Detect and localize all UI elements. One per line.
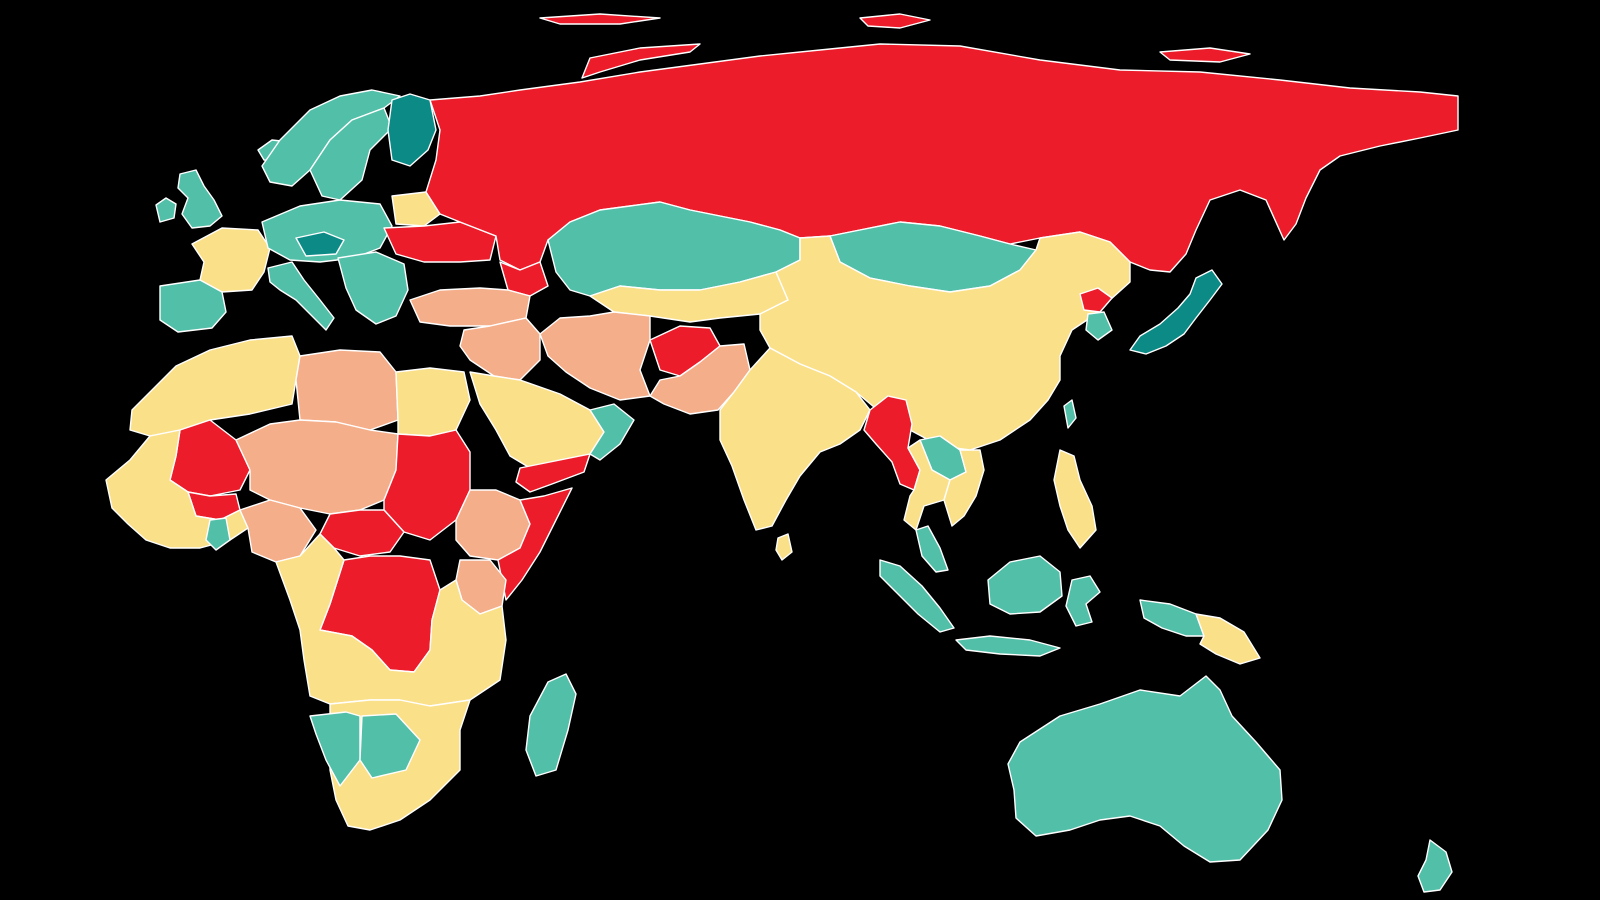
region-india[interactable] [719,347,871,531]
region-france[interactable] [191,227,271,293]
region-botswana[interactable] [359,713,421,779]
region-belarus[interactable] [391,191,441,227]
region-arctic-islands-3[interactable] [1159,47,1251,63]
region-papua-new-guinea[interactable] [1195,613,1261,665]
region-sumatra[interactable] [879,559,955,633]
region-yemen[interactable] [515,453,591,493]
region-new-guinea-west[interactable] [1139,599,1205,637]
region-austria[interactable] [295,231,345,257]
arctic-islands [539,13,1251,79]
region-thailand[interactable] [903,439,951,531]
region-balkans[interactable] [337,251,409,325]
region-taiwan[interactable] [1063,399,1077,429]
region-namibia[interactable] [309,711,361,787]
region-sweden[interactable] [309,107,393,201]
region-australia[interactable] [1007,675,1283,863]
region-ireland[interactable] [155,197,177,223]
region-java[interactable] [955,635,1061,657]
region-malaysia[interactable] [915,525,949,573]
region-somalia[interactable] [497,487,573,601]
region-vietnam[interactable] [943,449,985,527]
region-ukraine[interactable] [383,221,497,263]
region-arctic-islands-1[interactable] [581,43,701,79]
region-iberia[interactable] [159,279,227,333]
region-philippines[interactable] [1053,449,1097,549]
region-north-africa[interactable] [129,335,301,437]
region-borneo[interactable] [987,555,1063,615]
region-east-africa[interactable] [275,533,507,707]
region-west-africa[interactable] [105,429,249,549]
region-south-korea[interactable] [1085,311,1113,341]
region-arctic-islands-2[interactable] [859,13,931,29]
region-north-korea[interactable] [1079,287,1113,313]
region-pakistan[interactable] [649,343,751,415]
region-libya[interactable] [295,349,399,431]
region-japan[interactable] [1129,269,1223,355]
region-sudan[interactable] [383,429,471,541]
region-united-kingdom[interactable] [177,169,223,229]
region-finland[interactable] [387,93,437,167]
region-turkey[interactable] [409,287,531,327]
region-madagascar[interactable] [525,673,577,777]
region-arctic-islands-4[interactable] [539,13,661,25]
region-sulawesi[interactable] [1065,575,1101,627]
region-middle-east[interactable] [459,317,541,381]
region-central-europe[interactable] [261,199,393,263]
region-iran[interactable] [539,311,651,401]
region-oman[interactable] [589,403,635,461]
region-ghana[interactable] [205,517,231,551]
region-new-zealand[interactable] [1417,839,1453,893]
region-italy[interactable] [267,261,335,331]
region-sri-lanka[interactable] [775,533,793,561]
